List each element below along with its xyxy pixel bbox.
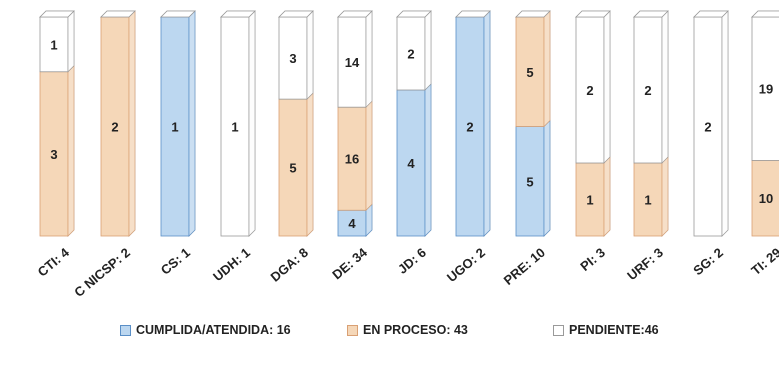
- category-label: UGO: 2: [444, 245, 488, 285]
- legend-item: EN PROCESO: 43: [347, 318, 468, 342]
- legend-swatch: [347, 324, 358, 336]
- bar-segment-side: [543, 119, 551, 237]
- bar-segment-side: [248, 10, 256, 237]
- column-top: [220, 10, 256, 18]
- legend-label: CUMPLIDA/ATENDIDA: 16: [136, 323, 291, 337]
- data-label: 2: [586, 83, 593, 98]
- data-label: 16: [345, 152, 359, 167]
- data-label: 14: [345, 55, 360, 70]
- data-label: 1: [231, 120, 238, 135]
- bar-segment: [39, 16, 69, 73]
- bar-segment-side: [483, 10, 491, 237]
- data-label: 2: [644, 83, 651, 98]
- column-top: [751, 10, 779, 18]
- bar-segment-side: [661, 10, 669, 164]
- bar-segment-side: [721, 10, 729, 237]
- category-label: CTI: 4: [35, 244, 73, 279]
- bar-segment: [751, 160, 779, 237]
- data-label: 4: [407, 156, 415, 171]
- data-label: 10: [759, 191, 773, 206]
- column-top: [633, 10, 669, 18]
- stacked-column-chart: 3 1 CTI: 4 2 C NICSP: 2 1 CS: 1 1 UDH: 1 5 3 DGA: 8…: [35, 10, 779, 300]
- category-label: URF: 3: [624, 245, 666, 283]
- bar-segment-side: [365, 100, 373, 211]
- bar-segment-side: [424, 10, 432, 91]
- column-top: [100, 10, 136, 18]
- bar-segment: [100, 16, 130, 237]
- category-label: CS: 1: [158, 245, 193, 278]
- data-label: 1: [171, 120, 178, 135]
- data-label: 1: [50, 37, 57, 52]
- data-label: 2: [407, 47, 414, 62]
- bar-segment-side: [67, 10, 75, 73]
- bar-segment: [396, 16, 426, 91]
- category-label: JD: 6: [395, 245, 429, 277]
- bar-segment: [751, 16, 779, 161]
- column-top: [515, 10, 551, 18]
- legend: CUMPLIDA/ATENDIDA: 16 EN PROCESO: 43 PENDI…: [0, 318, 779, 342]
- bar-segment-side: [424, 83, 432, 237]
- data-label: 5: [526, 174, 533, 189]
- column-top: [337, 10, 373, 18]
- bar-segment: [455, 16, 485, 237]
- data-label: 5: [289, 161, 296, 176]
- data-label: 4: [348, 216, 356, 231]
- bar-segment-side: [188, 10, 196, 237]
- bar-segment: [337, 16, 367, 108]
- bar-segment-side: [661, 156, 669, 237]
- data-label: 1: [644, 193, 651, 208]
- bar-segment: [515, 16, 545, 127]
- bar-segment-side: [67, 65, 75, 237]
- bar-segment: [396, 89, 426, 237]
- legend-label: PENDIENTE:46: [569, 323, 659, 337]
- data-label: 1: [586, 193, 593, 208]
- bar-segment: [575, 16, 605, 164]
- category-label: TI: 29: [748, 245, 779, 278]
- category-label: PRE: 10: [501, 245, 548, 288]
- column-top: [160, 10, 196, 18]
- bar-segment: [220, 16, 250, 237]
- legend-item: PENDIENTE:46: [553, 318, 659, 342]
- bar-segment-side: [365, 10, 373, 108]
- bar-segment: [575, 162, 605, 237]
- column-top: [575, 10, 611, 18]
- category-label: UDH: 1: [210, 245, 253, 284]
- bar-segment-side: [603, 156, 611, 237]
- legend-label: EN PROCESO: 43: [363, 323, 468, 337]
- bar-segment: [337, 106, 367, 211]
- bar-segment-side: [128, 10, 136, 237]
- legend-swatch: [553, 324, 564, 336]
- column-top: [278, 10, 314, 18]
- data-label: 2: [111, 120, 118, 135]
- column-top: [396, 10, 432, 18]
- legend-swatch: [120, 324, 131, 336]
- category-label: DE: 34: [329, 244, 370, 282]
- bar-segment-side: [306, 10, 314, 100]
- data-label: 5: [526, 65, 533, 80]
- bar-segment: [515, 126, 545, 237]
- bar-segment-side: [603, 10, 611, 164]
- category-label: DGA: 8: [268, 245, 311, 285]
- data-label: 3: [50, 147, 57, 162]
- data-label: 2: [466, 120, 473, 135]
- category-label: SG: 2: [690, 245, 726, 278]
- legend-item: CUMPLIDA/ATENDIDA: 16: [120, 318, 291, 342]
- bar-segment: [337, 209, 367, 237]
- column-top: [693, 10, 729, 18]
- data-label: 19: [759, 82, 773, 97]
- bar-segment-side: [306, 92, 314, 237]
- data-label: 3: [289, 51, 296, 66]
- category-label: PI: 3: [577, 245, 608, 274]
- column-top: [39, 10, 75, 18]
- column-top: [455, 10, 491, 18]
- data-label: 2: [704, 120, 711, 135]
- bar-segment-side: [543, 10, 551, 128]
- category-label: C NICSP: 2: [71, 245, 133, 300]
